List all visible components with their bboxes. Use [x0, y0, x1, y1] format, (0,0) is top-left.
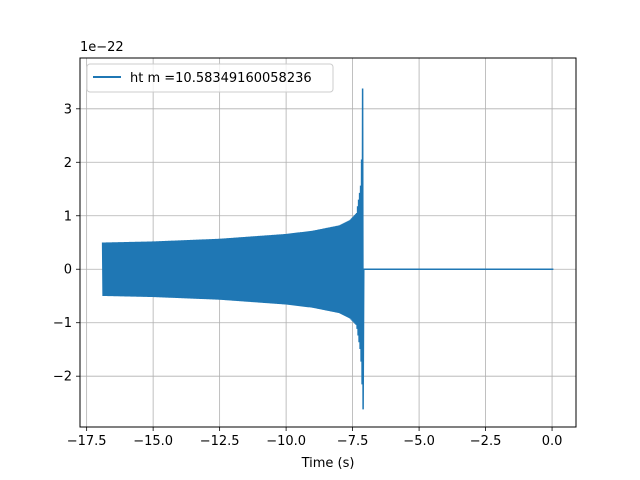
x-tick-label: −5.0	[403, 434, 435, 449]
y-offset-label: 1e−22	[80, 40, 124, 55]
plot-frame	[79, 57, 577, 428]
y-tick-label: 3	[64, 102, 72, 117]
legend: ht m =10.58349160058236	[86, 63, 334, 93]
y-tick-label: 0	[64, 263, 72, 278]
series-layer	[101, 88, 554, 410]
series-line	[101, 88, 554, 410]
x-tick-label: 0.0	[542, 434, 563, 449]
y-tick-label: 2	[64, 156, 72, 171]
y-tick-label: −2	[53, 370, 72, 385]
x-tick-label: −10.0	[266, 434, 306, 449]
legend-box	[86, 63, 334, 93]
y-ticks: −2 −1 0 1 2 3	[53, 102, 80, 385]
x-tick-label: −7.5	[337, 434, 369, 449]
x-ticks: −17.5 −15.0 −12.5 −10.0 −7.5 −5.0 −2.5 0.0	[67, 427, 563, 449]
x-tick-label: −15.0	[133, 434, 173, 449]
y-tick-label: −1	[53, 316, 72, 331]
x-tick-label: −2.5	[470, 434, 502, 449]
y-tick-label: 1	[64, 209, 72, 224]
x-tick-label: −17.5	[67, 434, 107, 449]
x-axis-label: Time (s)	[301, 456, 355, 471]
x-tick-label: −12.5	[200, 434, 240, 449]
legend-label: ht m =10.58349160058236	[130, 71, 312, 86]
